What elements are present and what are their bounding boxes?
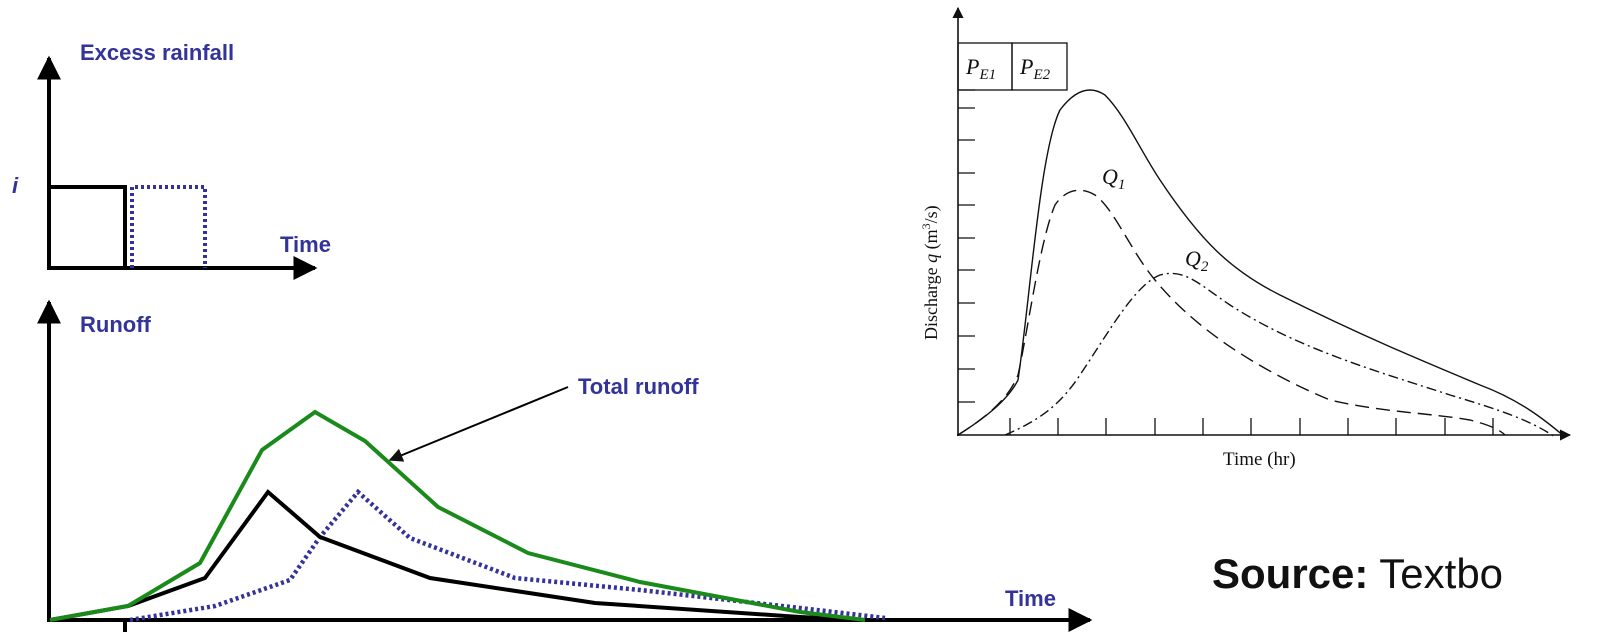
runoff-plot: Runoff Time Total runoff xyxy=(37,299,1093,632)
hydro-x-axis-label: Time (hr) xyxy=(1223,449,1296,470)
total-hydrograph-curve xyxy=(957,89,1566,438)
second-runoff-curve xyxy=(129,488,886,623)
q1-curve xyxy=(957,189,1506,436)
rainfall-time-label: Time xyxy=(280,232,331,257)
total-runoff-curve xyxy=(49,409,866,622)
total-runoff-label: Total runoff xyxy=(578,374,699,399)
hydro-y-axis-label: Discharge q (m3/s) xyxy=(919,205,942,340)
source-text: Textbo xyxy=(1368,550,1504,597)
pe1-label: PE1 xyxy=(965,54,996,83)
hydro-x-ticks xyxy=(1009,418,1494,435)
textbook-hydrograph: PE1 PE2 Q1 Q2 Discharge q (m3/s) Time (h… xyxy=(919,6,1572,470)
first-runoff-curve xyxy=(49,489,866,622)
hydro-y-ticks xyxy=(958,89,975,403)
pe2-block xyxy=(1011,42,1068,91)
excess-rainfall-plot: Excess rainfall i Time xyxy=(12,40,331,280)
q2-label: Q2 xyxy=(1185,246,1209,275)
runoff-time-label: Time xyxy=(1005,586,1056,611)
excess-rainfall-label: Excess rainfall xyxy=(80,40,234,65)
source-citation: Source: Textbo xyxy=(1212,550,1503,598)
second-rainfall-pulse xyxy=(130,185,207,268)
intensity-label: i xyxy=(12,173,19,198)
pe2-label: PE2 xyxy=(1019,54,1051,83)
first-rainfall-pulse xyxy=(49,185,127,268)
source-label: Source: xyxy=(1212,550,1369,597)
q1-label: Q1 xyxy=(1102,164,1125,193)
rainfall-blocks: PE1 PE2 xyxy=(957,42,1068,91)
q2-curve xyxy=(1004,272,1556,438)
total-runoff-pointer-arrow xyxy=(388,386,569,462)
runoff-label: Runoff xyxy=(80,312,152,337)
